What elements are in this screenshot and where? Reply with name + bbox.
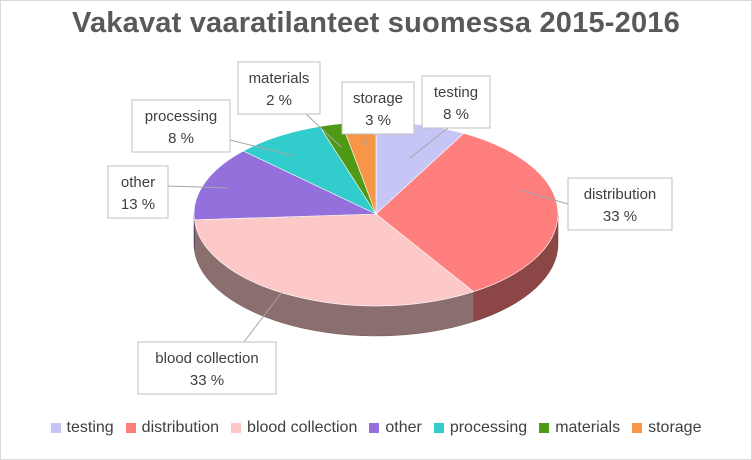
data-label-box-other — [107, 165, 169, 219]
legend-item-testing: testing — [50, 419, 114, 437]
data-value-materials: 2 % — [266, 92, 292, 109]
leader-line-distribution — [519, 189, 569, 205]
data-label-box-testing — [421, 75, 491, 129]
legend-label: blood collection — [247, 419, 358, 436]
leader-line-storage — [363, 133, 367, 147]
data-value-other: 13 % — [121, 196, 155, 213]
legend-swatch — [539, 423, 550, 433]
data-label-blood-collection: blood collection — [155, 350, 258, 367]
data-label-processing: processing — [145, 108, 218, 125]
data-value-testing: 8 % — [443, 106, 469, 123]
legend-item-processing: processing — [433, 419, 528, 437]
legend-item-blood-collection: blood collection — [231, 419, 357, 437]
data-label-box-blood-collection — [137, 341, 277, 395]
data-label-materials: materials — [249, 70, 310, 87]
data-value-blood-collection: 33 % — [190, 372, 224, 389]
legend-label: materials — [555, 419, 621, 436]
data-value-processing: 8 % — [168, 130, 194, 147]
slice-distribution — [375, 133, 559, 293]
slice-blood-collection — [194, 213, 475, 307]
data-value-storage: 3 % — [365, 112, 391, 129]
legend-swatch — [50, 423, 61, 433]
data-label-other: other — [121, 174, 155, 191]
slice-processing — [242, 126, 377, 215]
data-label-distribution: distribution — [584, 186, 657, 203]
legend-label: processing — [449, 419, 528, 436]
legend-item-materials: materials — [539, 419, 620, 437]
chart-legend: testing distribution blood collection other… — [0, 415, 752, 441]
legend-item-distribution: distribution — [125, 419, 220, 437]
legend-label: distribution — [141, 419, 220, 436]
legend-swatch — [231, 423, 242, 433]
legend-label: other — [385, 419, 422, 436]
chart-title: Vakavat vaaratilanteet suomessa 2015-201… — [72, 7, 680, 39]
leader-line-testing — [409, 127, 449, 159]
data-label-box-storage — [341, 81, 415, 135]
legend-swatch — [632, 423, 643, 433]
data-label-storage: storage — [353, 90, 403, 107]
legend-item-other: other — [369, 419, 422, 437]
data-label-box-processing — [131, 99, 231, 153]
leader-line-processing — [229, 139, 295, 157]
data-label-box-materials — [237, 61, 321, 115]
legend-label: storage — [648, 419, 702, 436]
leader-line-other — [167, 185, 229, 189]
legend-label: testing — [66, 419, 114, 436]
data-label-box-distribution — [567, 177, 673, 231]
slice-other — [193, 150, 377, 221]
leader-line-materials — [305, 113, 342, 148]
leader-line-blood-collection — [243, 291, 283, 343]
legend-item-storage: storage — [632, 419, 701, 437]
legend-swatch — [125, 423, 136, 433]
legend-swatch — [433, 423, 444, 433]
data-label-testing: testing — [434, 84, 478, 101]
legend-swatch — [369, 423, 380, 433]
data-value-distribution: 33 % — [603, 208, 637, 225]
